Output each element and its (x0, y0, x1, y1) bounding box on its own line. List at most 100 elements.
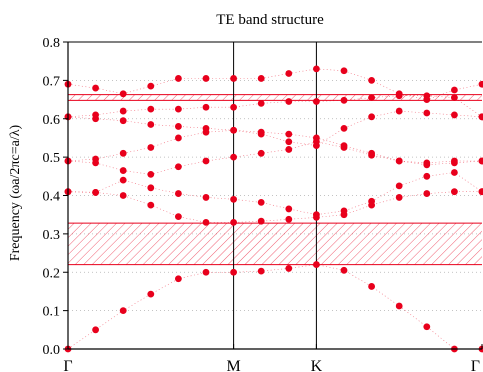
band-point (285, 216, 292, 223)
band-point (258, 75, 265, 82)
band-line (68, 130, 482, 163)
band-point (285, 138, 292, 145)
band-point (368, 198, 375, 205)
band-point (92, 189, 99, 196)
y-tick-label: 0.4 (43, 190, 61, 205)
band-point (175, 163, 182, 170)
band-point (147, 184, 154, 191)
band-point (368, 283, 375, 290)
band-point (203, 125, 210, 132)
band-point (203, 219, 210, 226)
band-point (341, 67, 348, 74)
band-point (341, 207, 348, 214)
band-point (230, 196, 237, 203)
band-point (285, 206, 292, 213)
band-point (147, 144, 154, 151)
band-point (120, 150, 127, 157)
y-tick-label: 0.6 (43, 113, 61, 128)
band-point (479, 113, 483, 120)
band-point (230, 104, 237, 111)
band-point (203, 194, 210, 201)
x-tick-label: Γ (471, 358, 480, 372)
band-point (175, 106, 182, 113)
y-tick-label: 0.2 (43, 266, 61, 281)
band-point (368, 77, 375, 84)
band-point (313, 65, 320, 72)
band-point (451, 188, 458, 195)
band-point (92, 326, 99, 333)
band-point (258, 100, 265, 107)
band-point (423, 96, 430, 103)
band-point (396, 90, 403, 97)
band-point (396, 194, 403, 201)
y-tick-label: 0.8 (43, 36, 61, 51)
band-point (479, 158, 483, 165)
band-point (120, 177, 127, 184)
y-tick-label: 0.7 (43, 74, 61, 89)
band-line (68, 173, 482, 215)
band-gap (68, 95, 482, 101)
band-point (368, 150, 375, 157)
band-point (368, 113, 375, 120)
band-point (147, 171, 154, 178)
band-point (175, 275, 182, 282)
band-point (230, 154, 237, 161)
high-symmetry-lines (234, 42, 317, 349)
band-point (396, 158, 403, 165)
band-point (285, 98, 292, 105)
band-point (451, 94, 458, 101)
band-point (479, 81, 483, 88)
band-point (451, 87, 458, 94)
band-point (341, 125, 348, 132)
band-point (258, 150, 265, 157)
band-point (258, 218, 265, 225)
band-point (368, 94, 375, 101)
band-point (285, 70, 292, 77)
band-point (120, 307, 127, 314)
band-point (147, 121, 154, 128)
band-points (65, 65, 483, 352)
band-point (175, 123, 182, 130)
band-point (175, 135, 182, 142)
band-point (451, 112, 458, 119)
band-point (285, 131, 292, 138)
band-point (423, 173, 430, 180)
band-point (451, 169, 458, 176)
band-point (396, 108, 403, 115)
band-point (203, 269, 210, 276)
band-point (423, 190, 430, 197)
band-point (147, 106, 154, 113)
band-point (313, 98, 320, 105)
band-point (120, 90, 127, 97)
y-tick-label: 0.0 (43, 343, 61, 358)
y-tick-label: 0.1 (43, 305, 61, 320)
band-point (258, 268, 265, 275)
band-point (120, 117, 127, 124)
x-tick-label: M (226, 358, 240, 372)
band-gap-regions (68, 95, 482, 265)
y-tick-label: 0.5 (43, 151, 61, 166)
band-point (341, 267, 348, 274)
band-point (175, 213, 182, 220)
band-point (258, 131, 265, 138)
band-point (92, 156, 99, 163)
band-point (147, 202, 154, 209)
band-line (68, 265, 482, 349)
band-point (92, 85, 99, 92)
band-line (68, 142, 482, 175)
band-line (68, 111, 482, 146)
band-point (451, 158, 458, 165)
grid-lines (68, 80, 482, 310)
band-line (68, 192, 482, 223)
y-axis-label: Frequency (ωa/2πc=a/λ) (8, 125, 23, 262)
band-point (423, 159, 430, 166)
band-point (423, 323, 430, 330)
band-point (120, 192, 127, 199)
band-point (341, 142, 348, 149)
band-point (285, 146, 292, 153)
band-point (423, 110, 430, 117)
band-point (147, 291, 154, 298)
band-point (92, 112, 99, 119)
